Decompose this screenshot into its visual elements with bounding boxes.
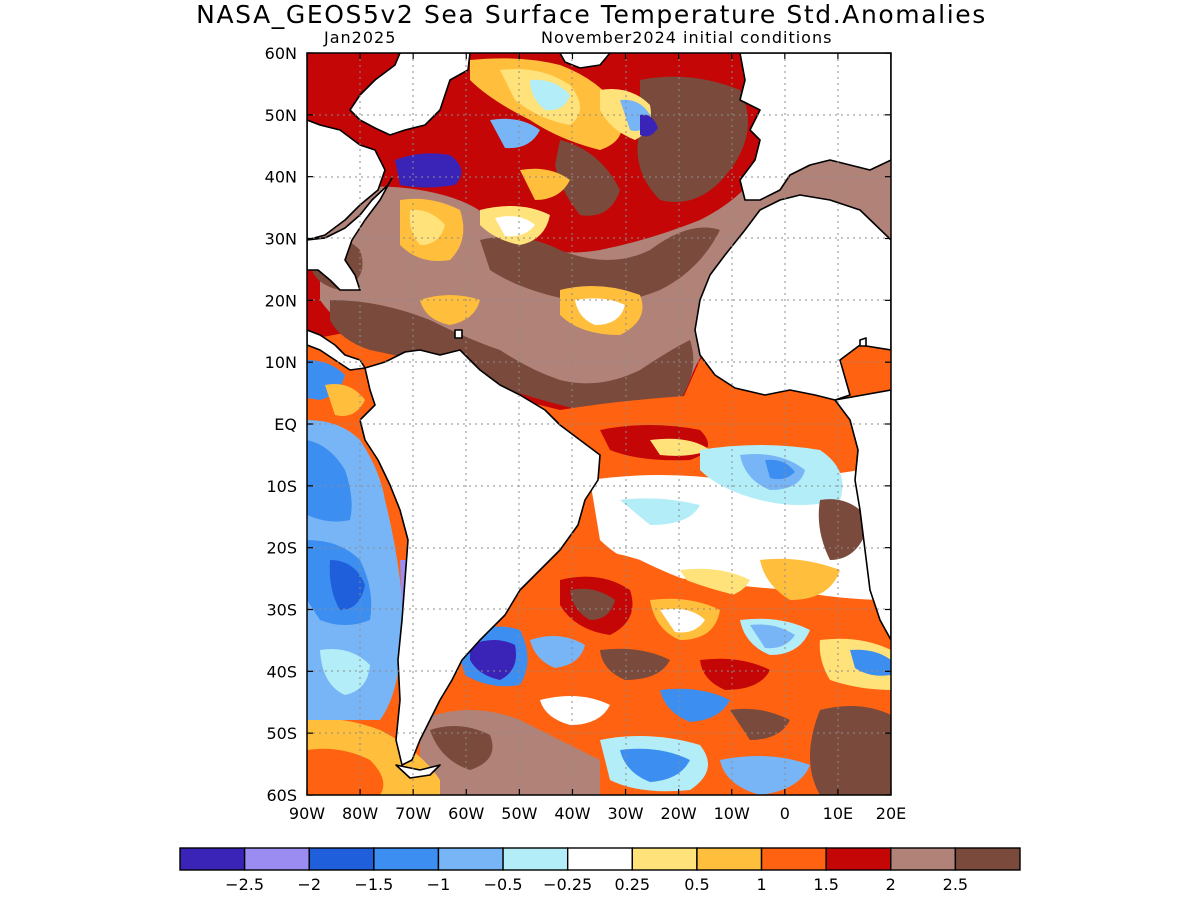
lon-label: 0	[780, 804, 790, 823]
lat-label: 30S	[266, 601, 297, 620]
colorbar-label: 0.5	[684, 875, 709, 894]
lon-label: 80W	[342, 804, 378, 823]
lon-label: 40W	[554, 804, 590, 823]
colorbar-swatch	[890, 847, 957, 871]
lat-label: 40N	[265, 168, 297, 187]
colorbar-label: −0.5	[484, 875, 523, 894]
colorbar-swatch	[696, 847, 763, 871]
colorbar-labels: −2.5 −2 −1.5 −1 −0.5 −0.25 0.25 0.5 1 1.5 2 2.5	[225, 875, 968, 894]
colorbar-swatch	[437, 847, 504, 871]
lon-label: 20E	[876, 804, 906, 823]
lat-label: EQ	[274, 415, 297, 434]
colorbar-swatch	[373, 847, 440, 871]
colorbar-swatch	[760, 847, 827, 871]
colorbar-label: −1	[427, 875, 451, 894]
colorbar-label: 2	[886, 875, 896, 894]
lat-label: 30N	[265, 230, 297, 249]
latitude-axis: 60N 50N 40N 30N 20N 10N EQ 10S 20S 30S 40S 50S 60S	[265, 44, 891, 805]
lat-label: 40S	[266, 662, 297, 681]
gridlines	[307, 53, 891, 795]
colorbar-swatch	[631, 847, 698, 871]
land-masses	[307, 53, 891, 779]
lon-label: 10W	[714, 804, 750, 823]
lat-label: 10S	[266, 477, 297, 496]
lat-label: 60S	[266, 786, 297, 805]
lon-label: 90W	[289, 804, 325, 823]
colorbar-label: −2.5	[225, 875, 264, 894]
lon-label: 10E	[823, 804, 853, 823]
colorbar-swatch	[954, 847, 1021, 871]
lon-label: 60W	[448, 804, 484, 823]
colorbar-swatch	[243, 847, 310, 871]
colorbar-label: −1.5	[354, 875, 393, 894]
lat-label: 10N	[265, 353, 297, 372]
colorbar-swatch	[566, 847, 634, 871]
colorbar-label: −2	[297, 875, 321, 894]
colorbar-label: −0.25	[543, 875, 592, 894]
forecast-month: Jan2025	[324, 28, 397, 47]
colorbar-swatch	[825, 847, 892, 871]
colorbar-swatch	[308, 847, 375, 871]
lat-label: 20N	[265, 291, 297, 310]
lon-label: 50W	[501, 804, 537, 823]
map-title: NASA_GEOS5v2 Sea Surface Temperature Std…	[196, 0, 987, 29]
lat-label: 50S	[266, 724, 297, 743]
initial-conditions: November2024 initial conditions	[541, 28, 833, 47]
lat-label: 20S	[266, 539, 297, 558]
colorbar-label: 1	[756, 875, 766, 894]
lon-label: 70W	[395, 804, 431, 823]
lon-label: 20W	[661, 804, 697, 823]
lon-label: 30W	[607, 804, 643, 823]
colorbar-label: 2.5	[943, 875, 968, 894]
lat-label: 50N	[265, 106, 297, 125]
colorbar-label: 1.5	[813, 875, 838, 894]
sst-anomaly-field	[307, 53, 891, 795]
colorbar-swatch	[502, 847, 569, 871]
longitude-axis: 90W 80W 70W 60W 50W 40W 30W 20W 10W 0 10E 20E	[289, 53, 906, 823]
colorbar-label: 0.25	[614, 875, 650, 894]
colorbar-swatch	[179, 847, 246, 871]
lat-label: 60N	[265, 44, 297, 63]
colorbar-boxes	[179, 847, 1021, 871]
